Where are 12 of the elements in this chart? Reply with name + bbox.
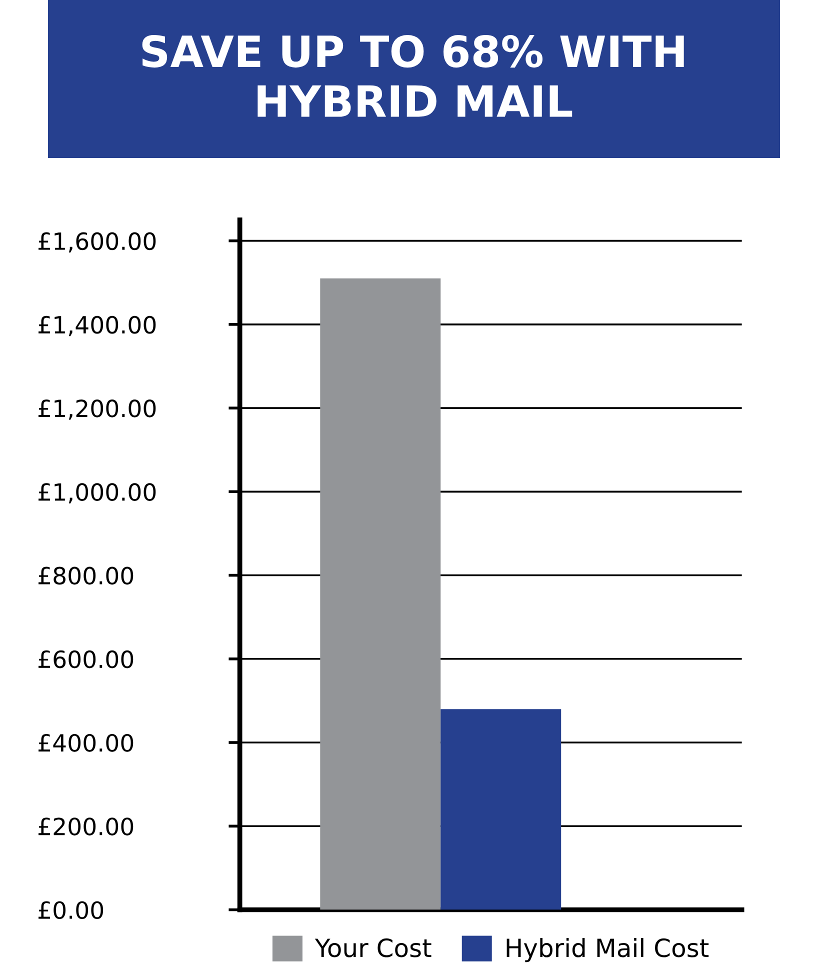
y-tick-label: £1,000.00 [38, 483, 156, 504]
y-tick-label: £1,600.00 [38, 232, 156, 253]
chart-title: SAVE UP TO 68% WITH HYBRID MAIL [142, 35, 684, 117]
legend-label: Hybrid Mail Cost [506, 938, 709, 962]
y-tick-label: £800.00 [38, 566, 134, 585]
y-tick-label: £200.00 [38, 818, 134, 836]
y-tick-label: £0.00 [38, 901, 104, 920]
y-tick-label: £1,400.00 [38, 316, 156, 336]
y-tick-label: £400.00 [38, 734, 134, 752]
legend-label: Your Cost [314, 938, 432, 958]
y-tick-label: £600.00 [38, 650, 134, 668]
y-tick-label: £1,200.00 [38, 399, 156, 420]
